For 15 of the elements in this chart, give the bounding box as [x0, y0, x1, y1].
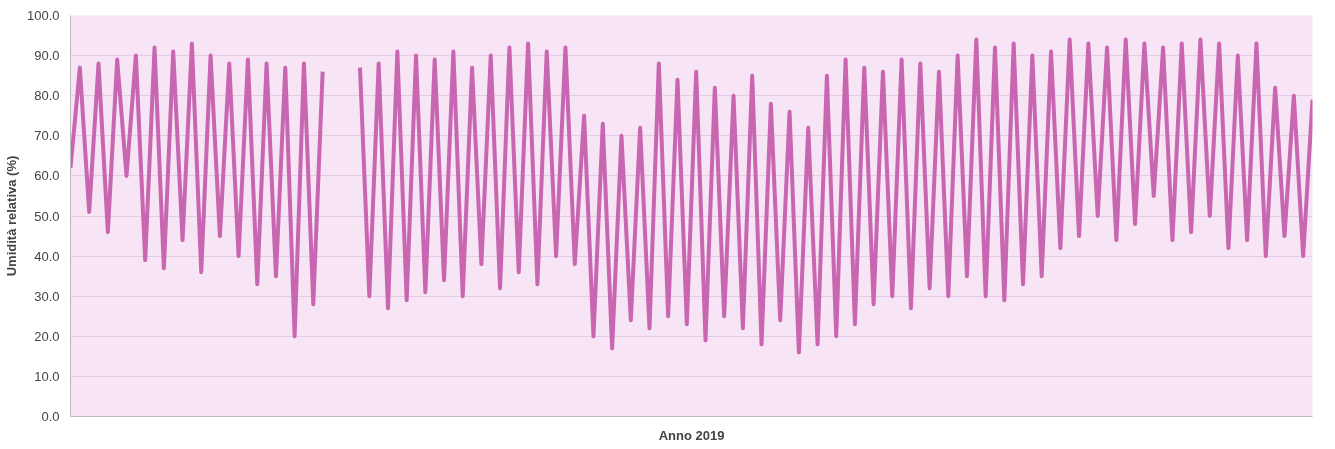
y-tick-label: 80.0: [34, 88, 60, 104]
line-series: [70, 41, 325, 339]
y-tick-label: 100.0: [26, 8, 60, 23]
y-axis-title: Umidità relativa (%): [3, 155, 19, 277]
y-tick-label: 60.0: [34, 168, 60, 184]
y-tick-label: 10.0: [34, 368, 60, 384]
y-tick-label: 30.0: [34, 288, 60, 304]
y-tick-label: 20.0: [34, 328, 60, 344]
y-tick-label: 50.0: [34, 208, 60, 224]
y-tick-label: 90.0: [34, 48, 60, 64]
y-tick-label: 0.0: [41, 409, 60, 424]
y-tick-label: 40.0: [34, 248, 60, 264]
x-axis-title: Anno 2019: [658, 427, 725, 443]
line-series: [357, 37, 1313, 355]
y-tick-label: 70.0: [34, 128, 60, 144]
